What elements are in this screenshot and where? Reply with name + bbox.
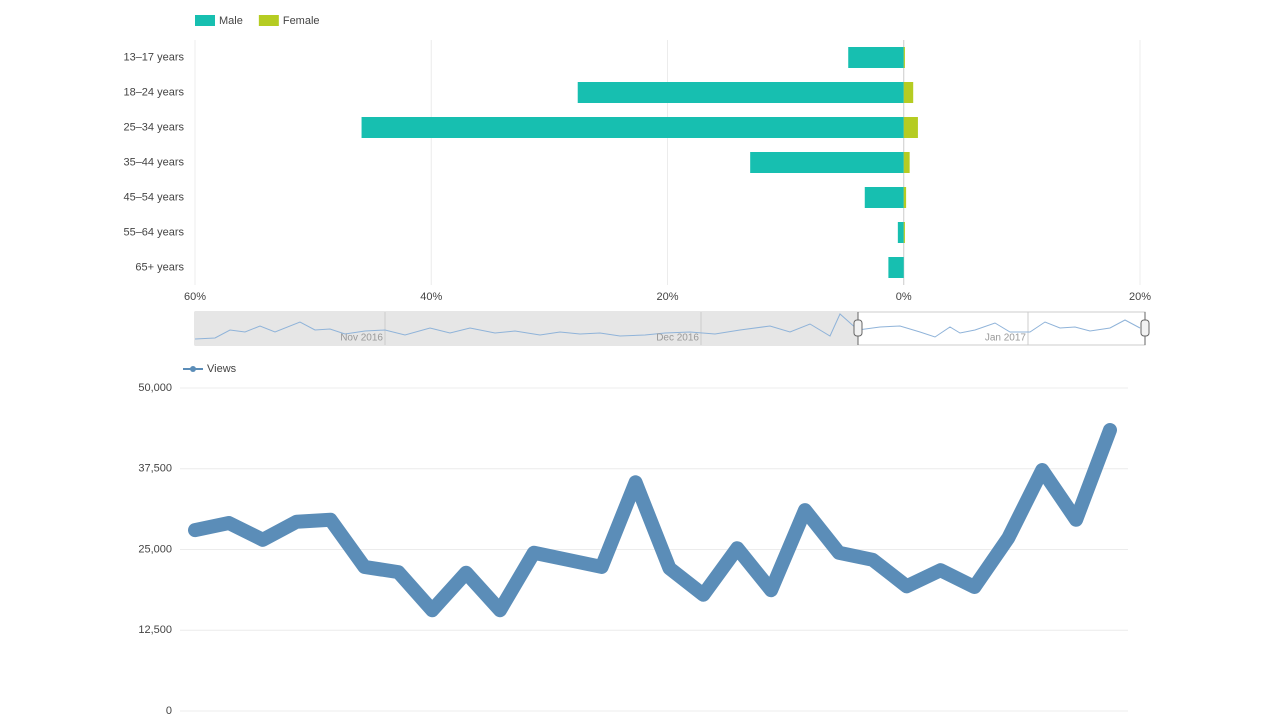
bar	[897, 222, 904, 243]
navigator-series	[194, 313, 1141, 340]
bar	[750, 152, 904, 173]
bar	[903, 152, 910, 173]
x-tick-label: 20%	[656, 291, 678, 303]
x-tick-label: 20%	[1129, 291, 1151, 303]
legend-dot	[190, 366, 196, 372]
legend-swatch	[258, 15, 279, 26]
y-tick-label: 12,500	[138, 624, 172, 636]
bar	[903, 187, 907, 208]
bar	[903, 222, 905, 243]
bar	[903, 47, 905, 68]
navigator-mask	[195, 312, 858, 345]
legend-label: Views	[207, 363, 237, 375]
line-series	[188, 422, 1117, 618]
legend-label: Male	[219, 15, 243, 27]
bar	[903, 117, 918, 138]
y-tick-label: 13–17 years	[123, 51, 184, 63]
y-tick-label: 45–54 years	[123, 191, 184, 203]
y-tick-label: 35–44 years	[123, 156, 184, 168]
legend-label: Female	[283, 15, 320, 27]
x-tick-label: 60%	[184, 291, 206, 303]
navigator-handle[interactable]	[853, 319, 863, 337]
bar	[888, 257, 904, 278]
bar	[361, 117, 904, 138]
y-tick-label: 65+ years	[135, 261, 184, 273]
navigator-label: Nov 2016	[340, 333, 383, 344]
legend-swatch	[195, 15, 215, 26]
navigator: Nov 2016 Dec 2016 Jan 2017	[194, 311, 1150, 346]
navigator-label: Jan 2017	[985, 333, 1027, 344]
x-tick-label: 40%	[420, 291, 442, 303]
y-tick-label: 25,000	[138, 543, 172, 555]
bar	[577, 82, 904, 103]
bar	[864, 187, 904, 208]
y-tick-label: 37,500	[138, 463, 172, 475]
x-tick-label: 0%	[896, 291, 912, 303]
y-tick-label: 55–64 years	[123, 226, 184, 238]
y-tick-label: 18–24 years	[123, 86, 184, 98]
bar	[903, 82, 914, 103]
y-tick-label: 25–34 years	[123, 121, 184, 133]
navigator-handle[interactable]	[1140, 319, 1150, 337]
y-tick-label: 0	[166, 705, 172, 717]
y-tick-label: 50,000	[138, 382, 172, 394]
navigator-label: Dec 2016	[656, 333, 699, 344]
bar	[848, 47, 904, 68]
